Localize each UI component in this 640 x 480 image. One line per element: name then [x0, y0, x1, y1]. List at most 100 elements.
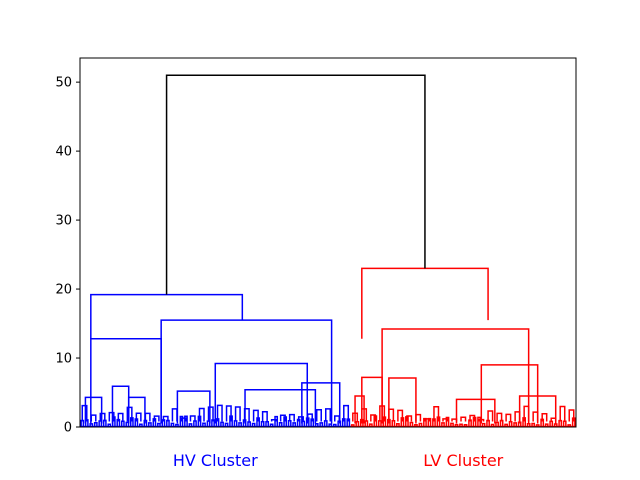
dendrogram-link: [409, 421, 414, 427]
dendrogram-link: [84, 396, 103, 424]
dendrogram-link: [513, 422, 518, 427]
dendrogram-link: [418, 422, 423, 427]
dendrogram-link: [279, 414, 286, 422]
dendrogram-link: [343, 404, 350, 422]
dendrogram-link: [354, 395, 365, 424]
dendrogram-link: [198, 407, 205, 422]
dendrogram-link: [301, 382, 341, 424]
dendrogram-link: [455, 398, 496, 424]
dendrogram-link: [508, 420, 513, 427]
dendrogram-link: [188, 423, 193, 427]
dendrogram-link: [490, 423, 495, 427]
dendrogram-link: [171, 408, 178, 422]
dendrogram-link: [93, 421, 98, 427]
dendrogram-link: [260, 421, 265, 427]
dendrogram-link: [526, 422, 531, 427]
dendrogram-link: [189, 415, 196, 422]
dendrogram-link: [175, 423, 179, 427]
dendrogram-link: [274, 415, 279, 427]
dendrogram-link: [90, 414, 97, 422]
dendrogram-link: [135, 412, 142, 422]
dendrogram-link: [314, 422, 319, 427]
dendrogram-link: [541, 412, 548, 422]
dendrogram-link: [505, 413, 512, 422]
dendrogram-link: [460, 416, 467, 422]
dendrogram-link: [445, 416, 450, 427]
dendrogram-link: [396, 423, 400, 427]
dendrogram-link: [553, 423, 558, 427]
dendrogram-link: [496, 412, 503, 422]
dendrogram-link: [170, 422, 175, 427]
dendrogram-link: [127, 396, 146, 424]
dendrogram-link: [108, 411, 115, 422]
dendrogram-link: [138, 423, 143, 427]
dendrogram-link: [224, 422, 229, 427]
dendrogram-link: [153, 415, 160, 422]
dendrogram-link: [568, 409, 575, 422]
dendrogram-link: [160, 319, 333, 424]
y-tick-label: 40: [55, 145, 72, 160]
dendrogram-link: [328, 423, 333, 427]
root-link: [165, 74, 426, 295]
dendrogram-link: [450, 422, 454, 427]
dendrogram-link: [480, 364, 539, 424]
dendrogram-link: [504, 423, 508, 427]
dendrogram-link: [117, 412, 124, 422]
dendrogram-link: [315, 408, 322, 422]
dendrogram-link: [361, 376, 383, 424]
dendrogram-link: [162, 415, 169, 422]
y-axis: 0 10 20 30 40 50: [55, 76, 80, 436]
dendrogram-link: [531, 422, 536, 427]
dendrogram-link: [265, 421, 270, 427]
dendrogram-link: [397, 409, 404, 422]
y-tick-label: 50: [55, 76, 72, 91]
cluster-label: HV Cluster: [172, 451, 258, 470]
dendrogram-link: [251, 422, 256, 427]
dendrogram-link: [90, 293, 244, 339]
dendrogram-link: [126, 406, 133, 422]
dendrogram-link: [324, 408, 332, 422]
dendrogram-link: [184, 415, 188, 427]
dendrogram-link: [252, 409, 259, 422]
dendrogram-link: [157, 422, 161, 427]
dendrogram-link: [481, 422, 486, 427]
dendrogram-link: [442, 418, 449, 422]
dendrogram-link: [306, 413, 313, 422]
plot-frame: [79, 57, 577, 428]
dendrogram-link: [368, 423, 373, 427]
dendrogram-link: [180, 417, 187, 422]
dendrogram-link: [477, 416, 481, 427]
dendrogram-link: [288, 413, 295, 422]
dendrogram-link: [99, 412, 106, 422]
dendrogram-link: [270, 418, 277, 422]
dendrogram-link: [334, 415, 341, 422]
y-tick-label: 10: [55, 352, 72, 367]
dendrogram-link: [433, 405, 440, 422]
dendrogram-link: [559, 405, 566, 422]
dendrogram-link: [225, 405, 232, 422]
y-tick-label: 30: [55, 214, 72, 229]
dendrogram-link: [297, 416, 304, 422]
dendrogram-link: [144, 412, 151, 422]
dendrogram-link: [459, 423, 463, 427]
dendrogram-link: [214, 362, 309, 424]
dendrogram-link: [441, 422, 445, 427]
dendrogram-link: [107, 423, 112, 427]
dendrogram-link: [495, 421, 499, 427]
cluster-label: LV Cluster: [423, 451, 504, 470]
dendrogram-link: [89, 423, 94, 427]
dendrogram-link: [544, 423, 549, 427]
dendrogram-link: [319, 422, 324, 427]
dendrogram-link: [381, 328, 530, 424]
dendrogram-link: [424, 418, 431, 422]
dendrogram-link: [355, 420, 360, 427]
dendrogram-link: [179, 415, 184, 427]
dendrogram-link: [292, 422, 297, 427]
dendrogram-link: [176, 390, 211, 424]
dendrogram-link: [278, 422, 283, 427]
dendrogram-link: [361, 267, 489, 339]
dendrogram-link: [238, 422, 242, 427]
dendrogram-link: [269, 423, 274, 427]
plot-area: [80, 74, 576, 428]
